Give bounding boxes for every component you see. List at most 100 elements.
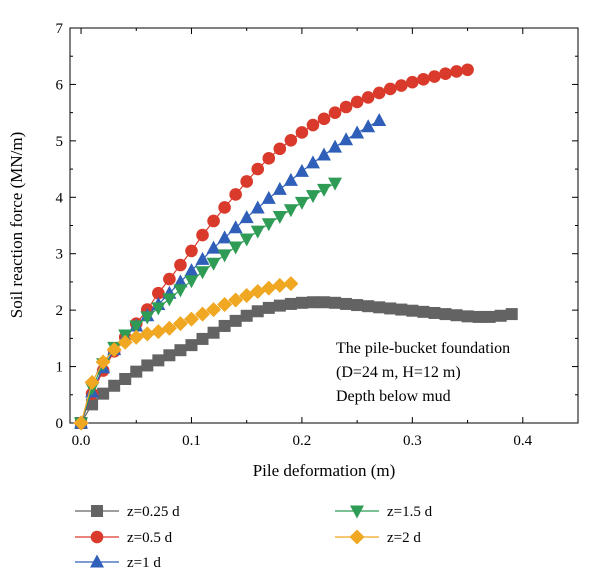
data-point	[261, 218, 276, 232]
data-point	[117, 334, 133, 350]
data-point	[328, 139, 343, 153]
y-tick-label: 1	[56, 360, 64, 376]
data-point	[294, 196, 309, 210]
data-point	[206, 302, 222, 318]
data-point	[172, 316, 188, 332]
data-point	[140, 311, 155, 325]
legend-marker	[91, 505, 103, 517]
data-point	[240, 309, 253, 322]
data-point	[372, 113, 387, 127]
data-point	[128, 329, 144, 345]
data-point	[73, 415, 89, 431]
legend-entry: z=1.5 d	[335, 504, 433, 520]
annotation-line-2: (D=24 m, H=12 m)	[336, 364, 461, 381]
data-point	[283, 172, 298, 186]
y-tick-label: 5	[56, 134, 64, 150]
legend-marker	[90, 554, 104, 568]
data-point	[295, 296, 308, 309]
data-point	[505, 308, 518, 321]
legend-marker	[350, 505, 364, 519]
data-point	[195, 266, 210, 280]
data-point	[305, 155, 320, 169]
data-point	[163, 349, 176, 362]
y-tick-label: 3	[56, 247, 64, 263]
data-point	[151, 302, 166, 316]
data-point	[207, 214, 220, 228]
y-axis: 0 1 2 3 4 5 6 7	[56, 21, 578, 432]
data-point	[417, 305, 430, 318]
data-point	[329, 296, 342, 309]
data-point	[97, 387, 110, 400]
data-point	[306, 296, 319, 309]
data-point	[306, 118, 320, 132]
data-point	[251, 305, 264, 318]
data-point	[229, 314, 242, 327]
data-point	[206, 257, 221, 271]
data-point	[183, 311, 199, 327]
series-layer	[73, 63, 518, 431]
y-tick-label: 6	[56, 77, 64, 93]
data-point	[262, 301, 275, 314]
data-point	[472, 310, 485, 323]
data-point	[384, 302, 397, 315]
data-point	[284, 297, 297, 310]
data-point	[139, 326, 155, 342]
data-point	[283, 204, 298, 218]
data-point	[251, 162, 265, 176]
data-point	[218, 319, 231, 332]
annotation-line-1: The pile-bucket foundation	[336, 340, 510, 357]
x-axis: 0.0 0.1 0.2 0.3 0.4	[72, 28, 579, 449]
data-point	[162, 293, 177, 307]
data-point	[217, 249, 232, 263]
x-axis-title: Pile deformation (m)	[253, 461, 396, 480]
data-point	[395, 303, 408, 316]
data-point	[261, 190, 276, 204]
data-point	[108, 379, 121, 392]
data-point	[461, 63, 474, 77]
data-point	[240, 175, 253, 188]
data-point	[250, 225, 265, 239]
data-point	[362, 300, 375, 313]
data-point	[250, 284, 266, 300]
legend-label: z=2 d	[387, 530, 421, 546]
data-point	[351, 299, 364, 312]
data-point	[229, 188, 242, 201]
data-point	[207, 326, 220, 339]
data-point	[174, 258, 187, 272]
data-point	[106, 342, 122, 358]
data-point	[228, 241, 243, 255]
legend-entry: z=1 d	[75, 554, 161, 571]
data-point	[283, 276, 299, 292]
data-point	[129, 320, 144, 334]
data-point	[439, 308, 452, 321]
legend-entry: z=2 d	[335, 529, 421, 546]
data-point	[272, 277, 288, 293]
data-point	[250, 200, 265, 214]
data-point	[340, 297, 353, 310]
data-point	[450, 65, 463, 78]
data-point	[483, 310, 496, 323]
data-point	[372, 86, 386, 100]
data-point	[317, 183, 331, 197]
data-point	[185, 244, 198, 258]
data-point	[417, 73, 430, 86]
data-point	[185, 339, 198, 352]
legend-label: z=1 d	[127, 555, 161, 571]
data-point	[173, 274, 188, 288]
data-point	[161, 320, 177, 336]
data-point	[339, 100, 353, 114]
y-tick-label: 7	[56, 21, 64, 37]
data-point	[272, 181, 287, 195]
data-point	[152, 286, 165, 300]
x-tick-label: 0.0	[72, 433, 91, 449]
data-point	[84, 374, 100, 390]
data-point	[318, 296, 330, 309]
data-point	[383, 82, 397, 96]
series-4	[73, 276, 299, 431]
legend-marker	[90, 530, 104, 544]
data-point	[152, 354, 165, 367]
data-point	[184, 263, 199, 277]
data-point	[494, 309, 507, 322]
legend: z=0.25 d z=0.5 d z=1 d z=1.5 d z=2 d	[75, 504, 433, 571]
data-point	[361, 91, 375, 104]
